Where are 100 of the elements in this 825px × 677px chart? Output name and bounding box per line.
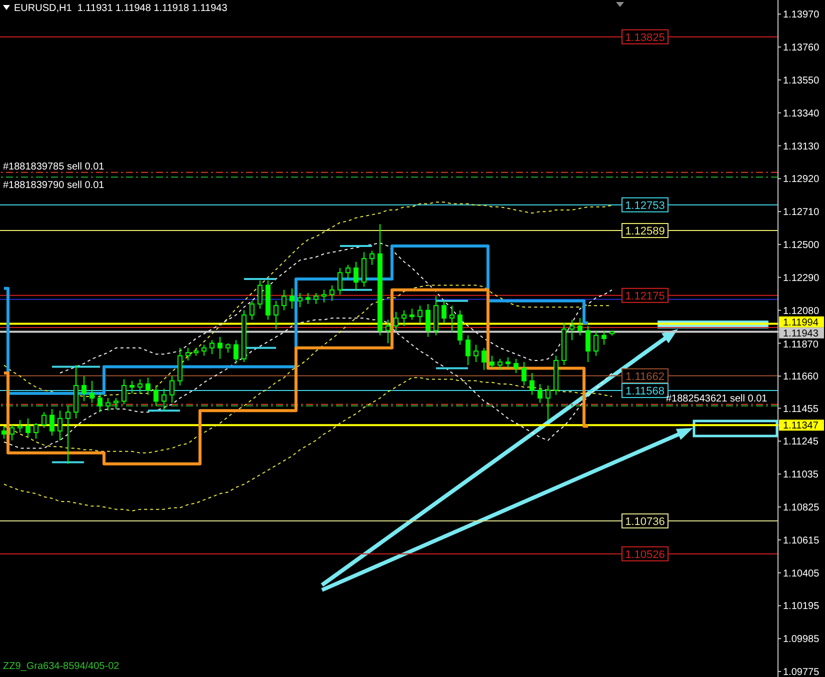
- y-tick-label: 1.10825: [783, 502, 820, 514]
- candlestick: [538, 383, 542, 404]
- candlestick: [314, 292, 318, 305]
- candlestick: [442, 300, 446, 324]
- candlestick: [354, 261, 358, 290]
- candlestick: [402, 310, 406, 326]
- candlestick: [234, 340, 238, 364]
- candlestick: [578, 318, 582, 336]
- candlestick: [370, 250, 374, 266]
- candlestick: [34, 422, 38, 440]
- candlestick: [162, 388, 166, 412]
- candlestick: [90, 380, 94, 404]
- candlestick: [42, 412, 46, 428]
- y-tick-label: 1.13760: [783, 42, 820, 54]
- candlestick: [338, 267, 342, 296]
- candlestick: [530, 372, 534, 396]
- candlestick: [226, 342, 230, 354]
- candlestick: [506, 356, 510, 369]
- candlestick: [602, 330, 606, 346]
- ref-line-label: 1.11568: [626, 386, 664, 398]
- annotation: ZZ9_Gra634-8594/405-02: [3, 661, 120, 672]
- candlestick: [186, 347, 190, 361]
- candlestick: [82, 376, 86, 402]
- candlestick: [418, 305, 422, 324]
- candlestick: [66, 405, 70, 464]
- ref-line-label: 1.13825: [625, 32, 665, 44]
- ref-line-label: 1.12175: [625, 290, 665, 302]
- y-tick-label: 1.09985: [783, 634, 820, 646]
- candlestick: [202, 344, 206, 356]
- candlestick: [154, 385, 158, 406]
- line-series: [60, 242, 612, 374]
- candlestick: [50, 408, 54, 436]
- y-tick-label: 1.13970: [783, 10, 820, 21]
- candlestick: [490, 355, 494, 369]
- y-tick-label: 1.11994: [783, 317, 819, 328]
- candlestick: [122, 378, 126, 405]
- candlestick: [522, 362, 526, 386]
- candlestick: [514, 358, 518, 374]
- y-tick-label: 1.11245: [783, 436, 819, 448]
- y-tick-label: 1.12500: [783, 240, 820, 252]
- y-tick-label: 1.13130: [783, 141, 820, 152]
- y-tick-label: 1.11943: [783, 328, 819, 340]
- y-tick-label: 1.11660: [783, 372, 819, 383]
- candlestick: [482, 347, 486, 370]
- candlestick: [250, 300, 254, 320]
- candlestick: [346, 264, 350, 280]
- candlestick: [306, 292, 310, 305]
- y-tick-label: 1.10405: [783, 568, 820, 580]
- candlestick: [450, 305, 454, 333]
- ref-line-label: 1.12753: [625, 200, 665, 212]
- candlestick: [322, 289, 326, 303]
- y-tick-label: 1.12080: [783, 306, 820, 317]
- candlestick: [498, 358, 502, 370]
- candlestick: [18, 419, 22, 434]
- candlestick: [26, 418, 30, 438]
- y-tick-label: 1.13550: [783, 75, 820, 86]
- candlestick: [138, 378, 142, 394]
- y-tick-label: 1.11455: [783, 404, 819, 415]
- candlestick: [362, 252, 366, 288]
- ref-line-label: 1.12589: [625, 226, 665, 238]
- chart-title: EURUSD,H1 1.11931 1.11948 1.11918 1.11943: [14, 3, 228, 14]
- y-tick-label: 1.11035: [783, 470, 819, 481]
- candlestick: [106, 398, 110, 412]
- candlestick: [210, 340, 214, 355]
- candlestick: [258, 280, 262, 310]
- candlestick: [130, 380, 134, 394]
- candlestick: [586, 325, 590, 363]
- ref-line-label: 1.10736: [625, 516, 665, 528]
- ref-line-label: 1.10526: [625, 548, 665, 561]
- y-tick-label: 1.09775: [783, 667, 820, 677]
- y-tick-label: 1.11870: [783, 339, 819, 350]
- y-tick-label: 1.12920: [783, 174, 820, 186]
- line-series: [4, 318, 612, 449]
- y-tick-label: 1.13340: [783, 108, 820, 120]
- candlestick: [114, 398, 118, 410]
- candlestick: [594, 330, 598, 356]
- candlestick: [2, 426, 6, 440]
- candlestick: [98, 392, 102, 413]
- candlestick: [394, 311, 398, 332]
- candlestick: [474, 344, 478, 363]
- y-tick-label: 1.10195: [783, 601, 820, 612]
- candlestick: [466, 334, 470, 366]
- candlestick: [146, 377, 150, 396]
- candlestick: [290, 288, 294, 310]
- candlestick: [58, 410, 62, 441]
- y-tick-label: 1.12710: [783, 207, 820, 218]
- y-tick-label: 1.10615: [783, 535, 820, 546]
- ref-line-label: #1881839790 sell 0.01: [3, 180, 105, 192]
- candlestick: [274, 300, 278, 330]
- ref-line-label: #1882543621 sell 0.01: [666, 393, 768, 404]
- candlestick: [570, 319, 574, 341]
- candlestick: [170, 376, 174, 404]
- line-series: [4, 377, 612, 512]
- candlestick: [410, 308, 414, 320]
- candlestick: [282, 289, 286, 311]
- candlestick: [386, 319, 390, 344]
- candlestick: [298, 292, 302, 308]
- candlestick: [218, 336, 222, 360]
- ref-line-label: #1881839785 sell 0.01: [3, 161, 105, 172]
- candlestick: [10, 424, 14, 441]
